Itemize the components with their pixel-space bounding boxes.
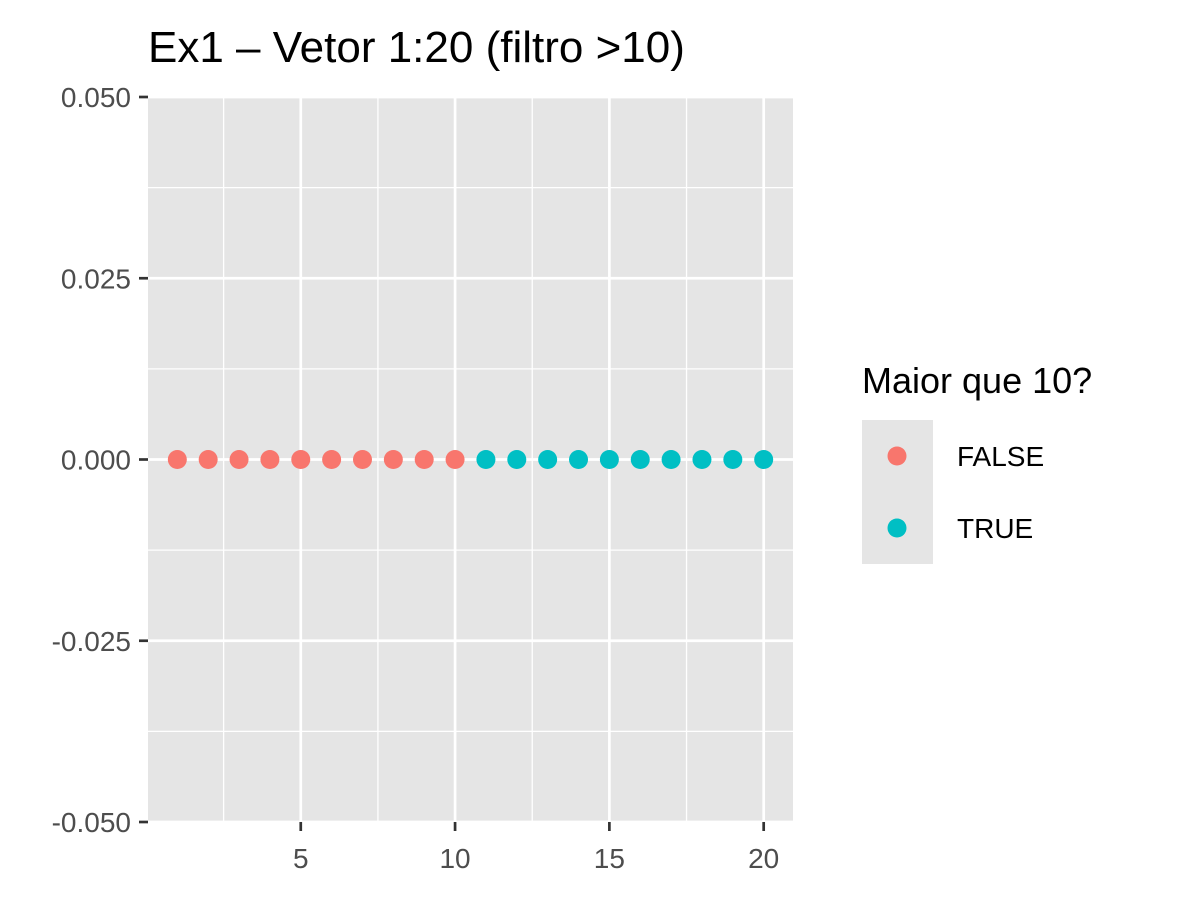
legend-entries: FALSE TRUE [887,441,1044,544]
data-point-true [661,450,681,469]
data-point-true [569,450,589,469]
data-point-false [229,450,249,469]
y-tick-label: 0.050 [61,82,131,113]
data-point-true [754,450,774,469]
data-point-false [445,450,465,469]
legend-key-false [887,446,907,466]
y-tick-label: -0.025 [52,626,131,657]
x-tick-label: 5 [293,843,309,874]
data-point-false [322,450,342,469]
y-tick-label: -0.050 [52,807,131,838]
data-point-true [538,450,558,469]
data-point-true [630,450,650,469]
legend-title: Maior que 10? [862,360,1092,401]
axes: 5 10 15 20 -0.050 -0.025 0.000 0.025 0.050 [52,82,780,874]
data-point-true [507,450,527,469]
x-tick-label: 10 [439,843,470,874]
chart-title: Ex1 – Vetor 1:20 (filtro >10) [148,23,685,72]
legend: Maior que 10? FALSE TRUE [862,360,1092,564]
data-point-true [692,450,712,469]
legend-key-true [887,518,907,538]
legend-label-true: TRUE [957,513,1033,544]
data-point-true [599,450,619,469]
data-point-true [476,450,496,469]
x-tick-label: 20 [748,843,779,874]
data-point-true [723,450,743,469]
x-tick-label: 15 [594,843,625,874]
y-tick-label: 0.025 [61,263,131,294]
data-point-false [291,450,311,469]
data-point-false [167,450,187,469]
data-point-false [352,450,372,469]
data-point-false [414,450,434,469]
data-point-false [383,450,403,469]
legend-label-false: FALSE [957,441,1044,472]
legend-key-background [862,420,933,564]
data-point-false [260,450,280,469]
data-point-false [198,450,218,469]
y-tick-label: 0.000 [61,445,131,476]
data-points [167,450,774,469]
